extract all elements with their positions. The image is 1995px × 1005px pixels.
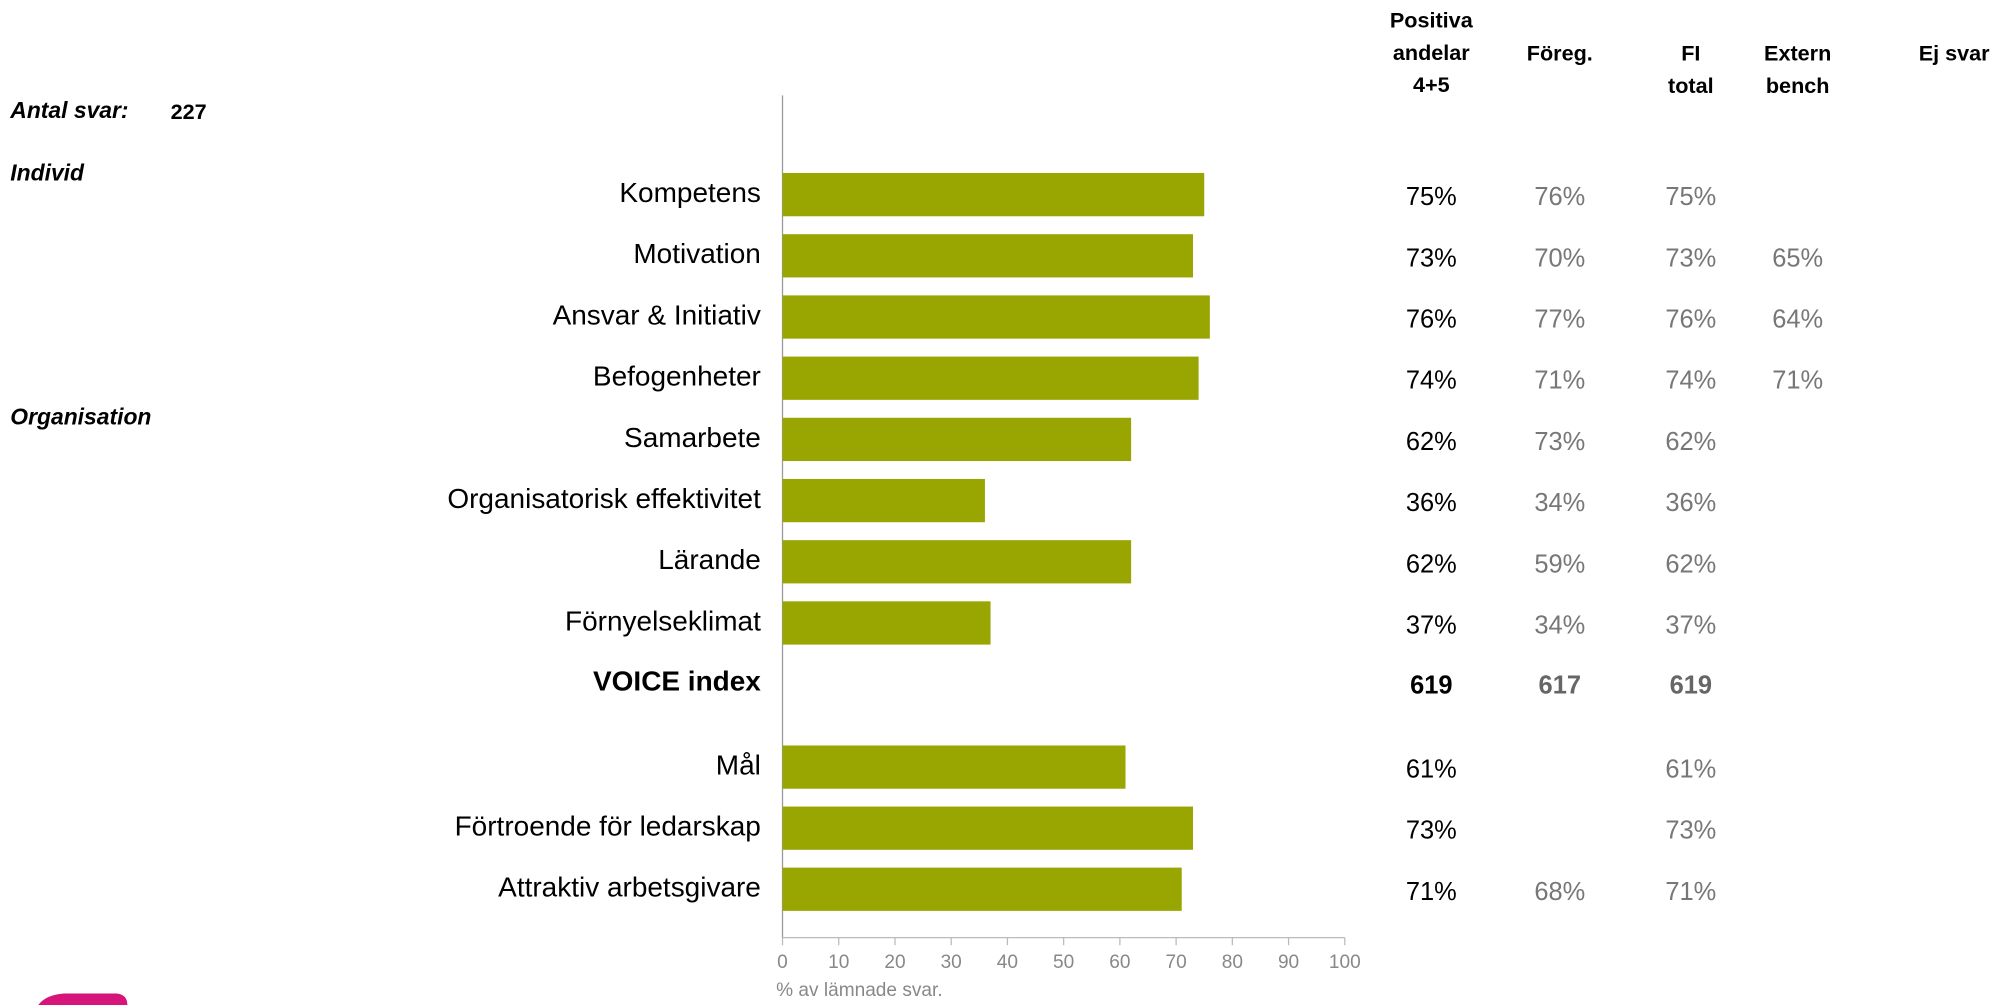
value-label: 75% xyxy=(1406,183,1457,211)
category-label: Samarbete xyxy=(624,422,761,453)
x-tick-label: 30 xyxy=(941,952,962,973)
bar xyxy=(782,745,1126,789)
section-label: Organisation xyxy=(10,404,151,430)
table-cell: 74% xyxy=(1665,367,1716,395)
table-cell: 59% xyxy=(1534,550,1585,578)
column-header: Positiva xyxy=(1390,7,1474,32)
column-header: Extern xyxy=(1764,40,1831,65)
category-label: Ansvar & Initiativ xyxy=(553,299,761,330)
category-label: Motivation xyxy=(633,238,760,269)
bar xyxy=(782,478,985,523)
category-label: Organisatorisk effektivitet xyxy=(447,483,761,514)
x-tick-label: 10 xyxy=(828,952,849,973)
value-label: 73% xyxy=(1406,244,1457,272)
bar xyxy=(782,601,991,645)
table-cell: 62% xyxy=(1665,428,1716,456)
response-count: 227 xyxy=(171,99,207,124)
category-label: Lärande xyxy=(658,544,761,575)
table-cell: 71% xyxy=(1772,367,1823,395)
category-label: Förtroende för ledarskap xyxy=(455,811,761,842)
x-axis-label: % av lämnade svar. xyxy=(776,980,943,1001)
bar xyxy=(782,295,1210,339)
value-label: 71% xyxy=(1406,878,1457,906)
column-header: andelar xyxy=(1393,40,1470,65)
x-tick-label: 80 xyxy=(1222,952,1243,973)
table-cell: 75% xyxy=(1665,183,1716,211)
table-cell: 73% xyxy=(1665,817,1716,845)
table-cell: 73% xyxy=(1665,244,1716,272)
table-cell: 65% xyxy=(1772,244,1823,272)
table-cell: 37% xyxy=(1665,612,1716,640)
index-label: VOICE index xyxy=(593,666,761,697)
x-tick-label: 70 xyxy=(1165,952,1186,973)
x-tick-label: 60 xyxy=(1109,952,1130,973)
column-header: bench xyxy=(1766,73,1830,98)
x-tick-label: 100 xyxy=(1329,952,1361,973)
table-cell: 77% xyxy=(1534,306,1585,334)
value-label: 61% xyxy=(1406,756,1457,784)
bar xyxy=(782,806,1193,850)
table-cell: 62% xyxy=(1665,550,1716,578)
table-cell: 70% xyxy=(1534,244,1585,272)
table-cell: 34% xyxy=(1534,612,1585,640)
value-label: 76% xyxy=(1406,306,1457,334)
bar xyxy=(782,356,1199,400)
value-label: 36% xyxy=(1406,489,1457,517)
bar xyxy=(782,234,1193,278)
table-cell: 61% xyxy=(1665,756,1716,784)
x-tick-label: 20 xyxy=(884,952,905,973)
section-label: Individ xyxy=(10,159,85,185)
table-cell: 76% xyxy=(1665,306,1716,334)
table-cell: 71% xyxy=(1534,367,1585,395)
value-label: 74% xyxy=(1406,367,1457,395)
category-label: Mål xyxy=(716,749,761,780)
index-value: 619 xyxy=(1670,672,1712,700)
index-value: 619 xyxy=(1410,672,1452,700)
bar xyxy=(782,417,1132,462)
table-cell: 36% xyxy=(1665,489,1716,517)
bar xyxy=(782,173,1205,217)
value-label: 62% xyxy=(1406,428,1457,456)
table-cell: 34% xyxy=(1534,489,1585,517)
bar xyxy=(782,867,1182,911)
column-header: Ej svar xyxy=(1919,40,1990,65)
logo xyxy=(38,993,128,1005)
value-label: 62% xyxy=(1406,550,1457,578)
table-cell: 68% xyxy=(1534,878,1585,906)
x-tick-label: 40 xyxy=(997,952,1018,973)
x-tick-label: 90 xyxy=(1278,952,1299,973)
category-label: Kompetens xyxy=(619,177,760,208)
column-header: Föreg. xyxy=(1527,40,1593,65)
table-cell: 71% xyxy=(1665,878,1716,906)
column-header: 4+5 xyxy=(1413,72,1450,97)
category-label: Attraktiv arbetsgivare xyxy=(498,872,761,903)
value-label: 37% xyxy=(1406,612,1457,640)
x-tick-label: 50 xyxy=(1053,952,1074,973)
bar xyxy=(782,540,1132,584)
x-tick-label: 0 xyxy=(777,952,788,973)
table-cell: 64% xyxy=(1772,306,1823,334)
column-header: total xyxy=(1668,73,1714,98)
index-value: 617 xyxy=(1539,672,1581,700)
response-label: Antal svar: xyxy=(9,97,128,123)
category-label: Förnyelseklimat xyxy=(565,605,761,636)
table-cell: 76% xyxy=(1534,183,1585,211)
category-label: Befogenheter xyxy=(593,361,761,392)
table-cell: 73% xyxy=(1534,428,1585,456)
value-label: 73% xyxy=(1406,817,1457,845)
column-header: FI xyxy=(1681,40,1700,65)
